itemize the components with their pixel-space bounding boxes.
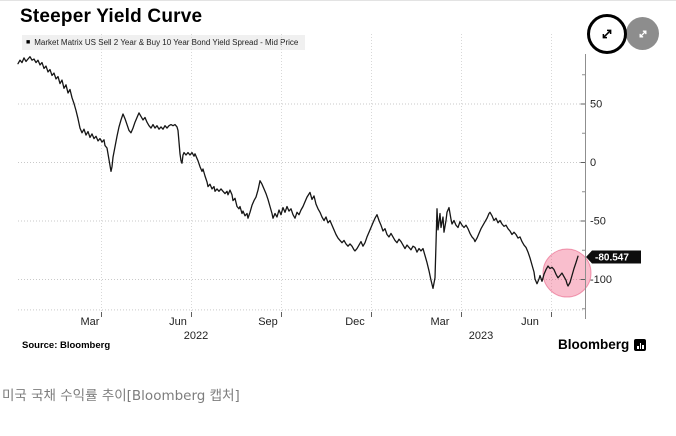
logo-bar: [642, 344, 644, 349]
x-axis-label: Dec: [345, 316, 365, 328]
expand-arrow-icon: [602, 29, 612, 39]
y-axis-label: 0: [590, 157, 596, 169]
photo-caption: 미국 국채 수익률 추이[Bloomberg 캡처]: [2, 388, 240, 404]
x-axis-label: Jun: [521, 316, 539, 328]
bloomberg-logo: Bloomberg: [558, 337, 647, 352]
legend-marker-icon: ■: [26, 39, 31, 46]
x-axis-label: Jun: [169, 316, 187, 328]
y-axis-label: -100: [590, 274, 612, 286]
chart-title: Steeper Yield Curve: [20, 6, 203, 27]
x-axis-label: Mar: [431, 316, 450, 328]
expand-button-primary[interactable]: [587, 14, 627, 54]
y-axis-label: 50: [590, 99, 602, 111]
last-price-tag: [586, 250, 641, 264]
bloomberg-mark-icon: [634, 338, 647, 351]
chart-legend: ■ Market Matrix US Sell 2 Year & Buy 10 …: [22, 35, 306, 50]
source-label: Source: Bloomberg: [22, 340, 111, 351]
x-axis-year-label: 2023: [469, 330, 493, 342]
last-price-label: -80.547: [595, 253, 629, 264]
bloomberg-wordmark: Bloomberg: [558, 337, 630, 352]
legend-label: Market Matrix US Sell 2 Year & Buy 10 Ye…: [34, 38, 299, 47]
y-axis-label: -50: [590, 216, 606, 228]
expand-button-secondary[interactable]: [626, 17, 659, 50]
x-axis-label: Sep: [258, 316, 278, 328]
logo-bar: [637, 345, 639, 349]
highlight-circle: [542, 248, 592, 298]
spread-line: [17, 56, 579, 290]
x-axis-label: Mar: [81, 316, 100, 328]
yield-spread-chart: 50 0 -50 -100 Mar Jun Sep Dec Mar Jun 2022 2023 -80.…: [17, 34, 641, 342]
expand-arrow-icon: [639, 30, 646, 37]
logo-bar: [639, 342, 642, 349]
x-axis-year-label: 2022: [184, 330, 208, 342]
